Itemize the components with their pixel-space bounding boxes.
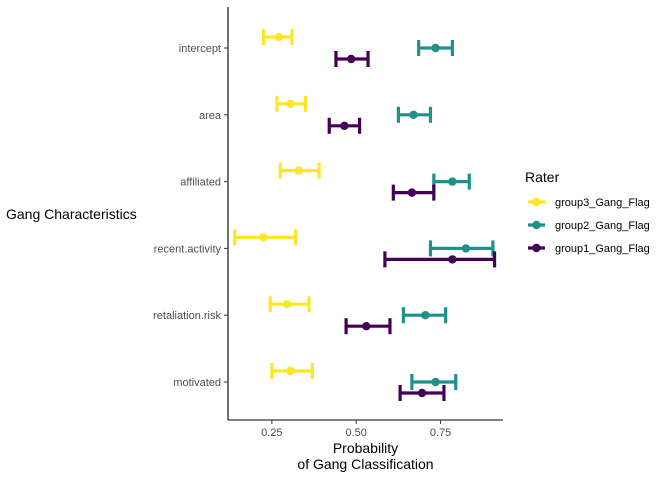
series-group1_Gang_Flag (327, 51, 497, 401)
estimate-point (431, 43, 440, 53)
errorbar-group3_Gang_Flag-affiliated (278, 162, 321, 179)
x-tick-label: 0.75 (430, 427, 451, 439)
estimate-point (362, 322, 371, 331)
errorbar-group3_Gang_Flag-area (275, 95, 308, 112)
estimate-point (421, 311, 430, 320)
errorbar-group3_Gang_Flag-intercept (261, 29, 294, 45)
estimate-point (294, 166, 304, 175)
errorbar-group1_Gang_Flag-intercept (334, 51, 370, 67)
errorbar-group2_Gang_Flag-area (396, 106, 433, 123)
estimate-point (417, 388, 427, 398)
series-group2_Gang_Flag (396, 40, 495, 390)
estimate-point (407, 188, 417, 197)
y-tick-label: area (199, 110, 222, 122)
legend-item-group1_Gang_Flag: group1_Gang_Flag (528, 243, 650, 255)
errorbar-group2_Gang_Flag-retaliation.risk (401, 307, 448, 324)
legend-label: group3_Gang_Flag (555, 197, 650, 209)
estimate-point (409, 110, 418, 120)
x-axis-title: of Gang Classification (297, 456, 433, 472)
series-group3_Gang_Flag (233, 29, 321, 379)
estimate-point (448, 177, 457, 186)
x-tick-label: 0.25 (261, 427, 282, 439)
errorbar-group2_Gang_Flag-affiliated (432, 173, 471, 190)
y-tick-label: recent.activity (154, 243, 222, 255)
legend-key-point (532, 197, 541, 207)
estimate-point (274, 32, 283, 42)
errorbar-group2_Gang_Flag-recent.activity (428, 240, 495, 257)
estimate-point (448, 255, 457, 264)
legend-label: group2_Gang_Flag (555, 220, 650, 232)
estimate-point (461, 244, 471, 253)
legend-label: group1_Gang_Flag (555, 243, 650, 255)
y-axis-title: Gang Characteristics (6, 206, 137, 222)
errorbar-group3_Gang_Flag-motivated (270, 363, 314, 379)
legend-key-point (532, 243, 541, 253)
y-tick-label: affiliated (180, 177, 221, 189)
legend-key-point (532, 220, 541, 230)
estimate-point (282, 300, 292, 309)
legend-item-group2_Gang_Flag: group2_Gang_Flag (528, 220, 650, 232)
estimate-point (340, 121, 349, 130)
estimate-point (286, 99, 295, 109)
errorbar-group2_Gang_Flag-motivated (410, 374, 458, 390)
y-tick-label: retaliation.risk (153, 310, 221, 322)
x-axis-title: Probability (333, 440, 398, 456)
plot-area (233, 29, 497, 401)
errorbar-group2_Gang_Flag-intercept (417, 40, 454, 56)
estimate-point (346, 54, 356, 64)
y-tick-label: motivated (173, 377, 221, 389)
estimate-point (431, 377, 440, 387)
y-tick-label: intercept (179, 43, 221, 55)
legend: Rater group3_Gang_Flag group2_Gang_Flaggro… (525, 169, 650, 255)
legend-item-group3_Gang_Flag: group3_Gang_Flag (528, 197, 650, 209)
estimate-point (259, 233, 268, 242)
errorbar-group1_Gang_Flag-area (327, 117, 362, 134)
estimate-point (286, 366, 295, 376)
errorbar-group1_Gang_Flag-retaliation.risk (344, 318, 392, 335)
errorbar-group1_Gang_Flag-affiliated (391, 184, 436, 201)
axes: intercept area affiliated recent.activity re… (6, 7, 503, 472)
legend-title: Rater (525, 169, 560, 185)
errorbar-group3_Gang_Flag-retaliation.risk (268, 296, 311, 313)
errorbar-group3_Gang_Flag-recent.activity (233, 229, 298, 246)
x-tick-label: 0.50 (346, 427, 367, 439)
errorbar-group1_Gang_Flag-recent.activity (383, 251, 497, 268)
errorbar-group1_Gang_Flag-motivated (398, 385, 446, 401)
